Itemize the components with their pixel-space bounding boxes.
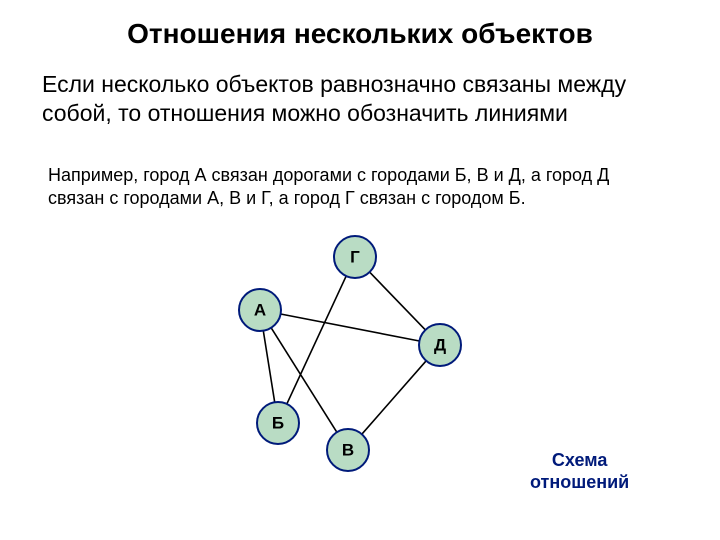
edge [263,331,274,403]
graph-node-label: В [342,441,354,460]
graph-node-label: Б [272,414,284,433]
slide: Отношения нескольких объектов Если неско… [0,0,720,540]
edge [370,272,426,330]
graph-nodes: А Б В Г Д [239,236,461,471]
example-paragraph: Например, город А связан дорогами с горо… [48,164,668,209]
graph-caption: Схема отношений [530,450,629,493]
edge [281,314,420,341]
graph-node-label: Г [350,248,360,267]
edge [287,276,346,404]
graph-node-label: Д [434,336,446,355]
graph-node-label: А [254,301,266,320]
slide-title: Отношения нескольких объектов [0,18,720,50]
body-paragraph: Если несколько объектов равнозначно связ… [42,70,662,128]
edge [362,361,426,434]
relations-graph: А Б В Г Д [200,225,500,485]
